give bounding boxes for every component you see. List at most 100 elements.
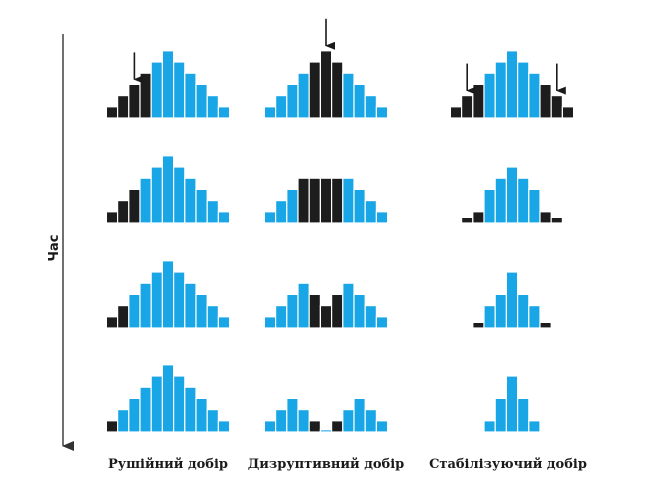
histogram-bar (150, 271, 163, 329)
histogram-bar (184, 386, 197, 433)
histogram-stabilizing-2 (461, 166, 564, 224)
histogram-bar (375, 106, 389, 119)
histogram-bar (128, 188, 141, 224)
time-axis-label: Час (47, 235, 62, 262)
histogram-disruptive-4 (263, 397, 389, 433)
histogram-bar (505, 271, 519, 329)
caption-disruptive-selection: Дизруптивний добір (248, 457, 405, 472)
histogram-bar (206, 305, 219, 329)
histogram-bar (516, 61, 530, 119)
histogram-bar (331, 293, 344, 329)
histogram-bar (483, 420, 496, 433)
histogram-disruptive-3 (263, 282, 389, 329)
histogram-bar (116, 409, 130, 433)
histogram-bar (539, 211, 552, 224)
histogram-bar (319, 177, 333, 224)
histogram-bar (116, 305, 130, 329)
histogram-panels (105, 18, 575, 433)
histogram-bar (150, 375, 163, 433)
histogram-bar (161, 155, 175, 224)
histogram-bar (364, 200, 378, 224)
histogram-disruptive-1 (263, 18, 389, 119)
histogram-directional-4 (105, 364, 231, 433)
histogram-bar (539, 83, 552, 119)
histogram-bar (308, 420, 322, 433)
histogram-bar (342, 282, 355, 329)
histogram-bar (331, 420, 344, 433)
histogram-bar (128, 293, 141, 329)
histogram-bar (516, 397, 530, 433)
histogram-bar (173, 375, 186, 433)
histogram-bar (308, 293, 322, 329)
histogram-bar (472, 321, 485, 329)
histogram-bar (217, 211, 231, 224)
histogram-bar (375, 316, 389, 329)
histogram-bar (217, 420, 231, 433)
histogram-bar (139, 72, 152, 119)
histogram-bar (217, 106, 231, 119)
histogram-bar (319, 429, 333, 433)
histogram-bar (516, 293, 530, 329)
histogram-bar (173, 166, 186, 224)
histogram-bar (528, 420, 541, 433)
histogram-bar (505, 166, 519, 224)
histogram-bar (461, 216, 474, 224)
histogram-bar (116, 200, 130, 224)
histogram-bar (319, 50, 333, 119)
histogram-bar (286, 293, 299, 329)
histogram-bar (472, 83, 485, 119)
histogram-bar (105, 316, 119, 329)
histogram-bar (472, 211, 485, 224)
histogram-bar (331, 177, 344, 224)
histogram-bar (353, 293, 366, 329)
histogram-bar (319, 305, 333, 329)
histogram-bar (161, 260, 175, 329)
histogram-bar (505, 50, 519, 119)
histogram-bar (286, 397, 299, 433)
histogram-bar (494, 293, 508, 329)
histogram-bar (483, 188, 496, 224)
histogram-bar (342, 409, 355, 433)
histogram-bar (561, 106, 575, 119)
histogram-bar (195, 293, 208, 329)
histogram-bar (353, 83, 366, 119)
histogram-bar (286, 83, 299, 119)
histogram-bar (494, 397, 508, 433)
histogram-bar (184, 282, 197, 329)
histogram-bar (263, 420, 277, 433)
histogram-bar (528, 188, 541, 224)
histogram-bar (353, 188, 366, 224)
histogram-bar (150, 61, 163, 119)
histogram-bar (195, 188, 208, 224)
histogram-bar (105, 420, 119, 433)
histogram-bar (516, 177, 530, 224)
histogram-bar (139, 386, 152, 433)
histogram-stabilizing-4 (483, 375, 541, 433)
histogram-bar (308, 61, 322, 119)
column-captions: Рушійний добір Дизруптивний добір Стабіл… (108, 457, 587, 472)
histogram-bar (128, 397, 141, 433)
histogram-bar (461, 94, 474, 119)
histogram-bar (550, 94, 564, 119)
histogram-bar (528, 72, 541, 119)
histogram-bar (297, 72, 310, 119)
histogram-bar (173, 61, 186, 119)
caption-stabilizing-selection: Стабілізуючий добір (429, 457, 587, 472)
histogram-bar (286, 188, 299, 224)
histogram-directional-2 (105, 155, 231, 224)
histogram-bar (263, 106, 277, 119)
histogram-bar (342, 177, 355, 224)
histogram-bar (364, 305, 378, 329)
histogram-bar (206, 200, 219, 224)
time-axis: Час (47, 34, 74, 451)
histogram-bar (275, 409, 288, 433)
histogram-bar (206, 409, 219, 433)
histogram-bar (331, 61, 344, 119)
histogram-bar (364, 409, 378, 433)
histogram-bar (184, 72, 197, 119)
histogram-bar (184, 177, 197, 224)
histogram-directional-1 (105, 50, 231, 119)
histogram-bar (275, 305, 288, 329)
histogram-stabilizing-1 (449, 50, 575, 119)
histogram-bar (483, 72, 496, 119)
